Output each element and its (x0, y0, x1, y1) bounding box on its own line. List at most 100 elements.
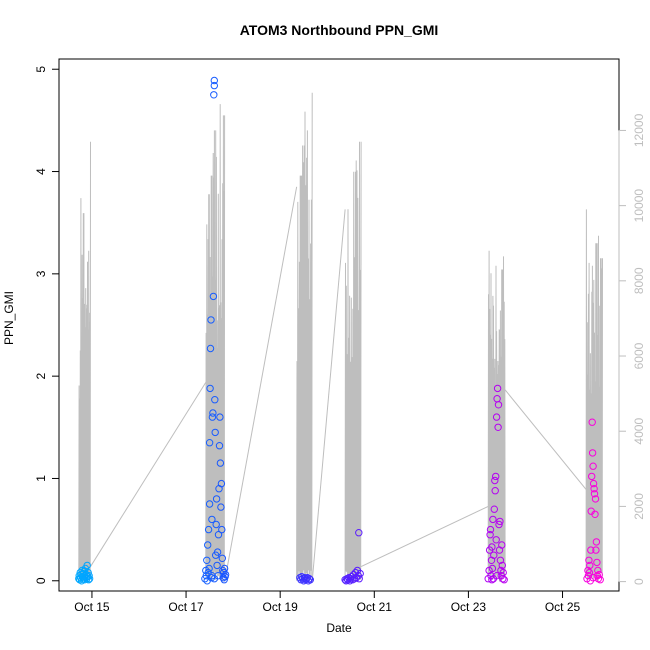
y2-tick-label: 4000 (632, 418, 646, 445)
data-point (590, 485, 598, 493)
x-tick-label: Oct 15 (74, 600, 110, 614)
data-point (492, 472, 500, 481)
data-point (211, 396, 219, 404)
x-tick-label: Oct 19 (262, 600, 298, 614)
y-tick-label: 4 (34, 168, 48, 175)
data-point (593, 558, 601, 567)
secondary-connector-line (504, 389, 587, 490)
data-point (204, 541, 212, 549)
data-point (214, 531, 223, 539)
secondary-burst-line (487, 250, 506, 582)
data-point (584, 566, 592, 575)
data-point (215, 442, 224, 450)
data-point (355, 529, 363, 537)
data-point (486, 525, 495, 534)
data-point (585, 556, 593, 564)
data-point (499, 568, 507, 577)
data-point (221, 570, 230, 579)
data-point (596, 576, 604, 584)
data-point (490, 551, 498, 559)
data-point (220, 568, 228, 577)
secondary-series-layer (78, 92, 603, 582)
data-point (495, 520, 503, 529)
data-point (218, 525, 226, 534)
data-point (356, 569, 364, 578)
y2-tick-label: 12000 (632, 113, 646, 147)
data-point (302, 575, 311, 583)
data-point (491, 487, 499, 495)
data-point (216, 459, 225, 467)
x-tick-label: Oct 17 (168, 600, 204, 614)
y2-tick-label: 8000 (632, 267, 646, 294)
data-point (588, 472, 596, 481)
data-point (84, 576, 93, 584)
data-point (210, 91, 218, 99)
data-point (585, 568, 594, 577)
data-point (590, 490, 599, 498)
data-point (206, 384, 214, 393)
data-point (220, 576, 228, 584)
secondary-connector-line (360, 505, 489, 568)
data-point (305, 575, 314, 583)
data-point (592, 546, 600, 554)
y2-tick-label: 2000 (632, 493, 646, 520)
data-point (488, 543, 496, 551)
data-point (208, 413, 217, 421)
secondary-connector-line (90, 382, 207, 567)
secondary-connector-line (311, 209, 346, 582)
data-point (203, 556, 211, 564)
data-point (594, 566, 602, 575)
data-point (491, 476, 499, 485)
y2-axis: 0 2000 4000 6000 8000 10000 12000 (618, 113, 646, 585)
x-tick-label: Oct 23 (451, 600, 487, 614)
data-point (588, 449, 597, 457)
data-point (591, 510, 599, 518)
data-point (492, 413, 501, 421)
x-axis: Oct 15 Oct 17 Oct 19 Oct 21 Oct 23 Oct 25 (74, 590, 581, 614)
data-point (488, 564, 497, 573)
data-point (588, 418, 596, 426)
data-point (217, 479, 226, 488)
y2-tick-label: 10000 (632, 189, 646, 223)
data-point (498, 541, 506, 549)
data-point (489, 515, 497, 524)
data-point (595, 570, 603, 579)
y-tick-label: 0 (34, 577, 48, 584)
data-point (84, 573, 92, 581)
data-point (492, 536, 500, 544)
x-tick-label: Oct 25 (545, 600, 581, 614)
data-point (210, 76, 219, 85)
y2-tick-label: 0 (632, 578, 646, 585)
data-point (492, 572, 501, 580)
y-axis-label: PPN_GMI (2, 291, 16, 345)
secondary-burst-line (344, 141, 362, 582)
secondary-burst-line (78, 141, 91, 582)
data-point (208, 515, 216, 524)
data-point (212, 520, 220, 529)
y2-tick-label: 6000 (632, 342, 646, 369)
data-point (205, 439, 214, 447)
data-point (494, 401, 503, 409)
data-point (212, 495, 221, 503)
data-point (490, 505, 498, 513)
chart-title: ATOM3 Northbound PPN_GMI (240, 22, 439, 38)
data-point (488, 576, 496, 584)
data-point (591, 495, 600, 503)
data-point (83, 561, 91, 570)
data-point (210, 81, 219, 90)
secondary-connector-line (224, 186, 298, 582)
secondary-burst-line (585, 209, 603, 582)
data-point (216, 413, 224, 421)
x-tick-label: Oct 21 (357, 600, 393, 614)
data-point (217, 503, 225, 511)
data-point (589, 479, 598, 488)
data-point (496, 556, 505, 564)
data-point (213, 548, 222, 556)
data-point (587, 546, 595, 554)
y-tick-label: 3 (34, 270, 48, 277)
data-point (486, 531, 494, 539)
y-tick-label: 5 (34, 66, 48, 73)
y-axis: 0 1 2 3 4 5 (34, 66, 60, 584)
data-point (211, 428, 219, 437)
